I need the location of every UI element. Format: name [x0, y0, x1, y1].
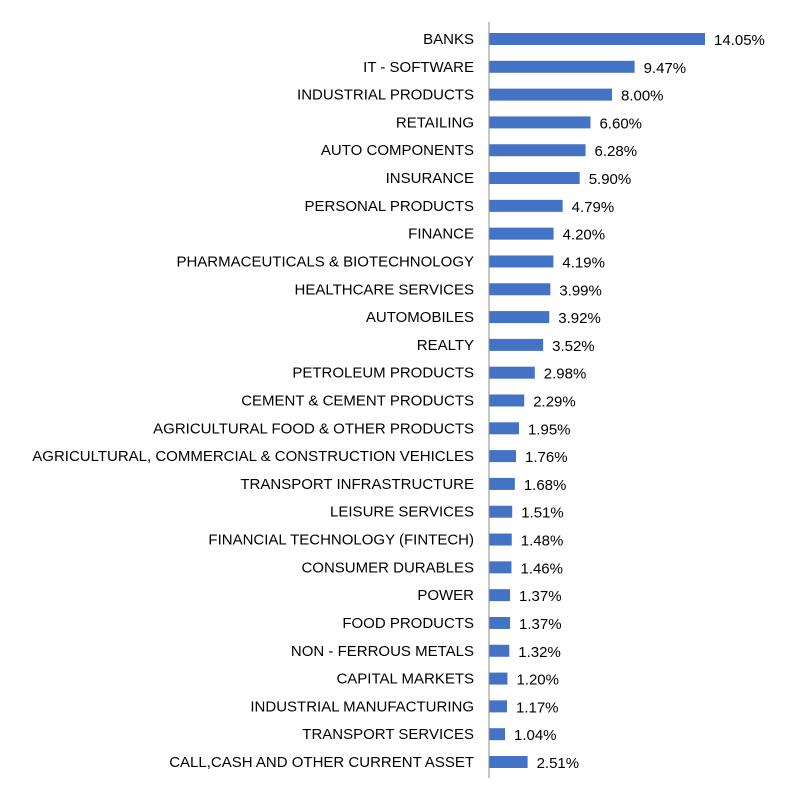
category-label: FOOD PRODUCTS	[342, 615, 474, 632]
value-label: 6.28%	[595, 143, 638, 160]
bar	[489, 394, 525, 407]
bar	[489, 33, 705, 45]
category-label: BANKS	[423, 31, 474, 48]
category-label: PETROLEUM PRODUCTS	[292, 365, 474, 382]
bar	[489, 477, 515, 490]
value-label: 3.99%	[559, 282, 602, 299]
bar	[489, 255, 554, 268]
value-label: 9.47%	[644, 60, 687, 77]
value-label: 1.20%	[516, 672, 559, 689]
value-labels-layer: 14.05% 9.47% 8.00% 6.60% 6.28% 5.90% 4.79% 4.20…	[514, 32, 765, 772]
category-label: POWER	[417, 587, 474, 604]
bar	[489, 589, 511, 602]
category-label: INDUSTRIAL PRODUCTS	[297, 87, 474, 104]
value-label: 1.17%	[516, 699, 559, 716]
bar	[489, 700, 507, 713]
category-label: CALL,CASH AND OTHER CURRENT ASSET	[169, 754, 474, 771]
category-label: AGRICULTURAL FOOD & OTHER PRODUCTS	[153, 420, 474, 437]
category-label: RETAILING	[396, 114, 474, 131]
category-label: TRANSPORT SERVICES	[302, 726, 474, 743]
bar	[489, 199, 563, 212]
bar	[489, 60, 635, 73]
value-label: 1.51%	[521, 505, 564, 522]
value-label: 2.98%	[544, 366, 587, 383]
bar	[489, 366, 535, 379]
value-label: 8.00%	[621, 88, 664, 105]
bar	[489, 283, 551, 296]
value-label: 1.04%	[514, 727, 557, 744]
value-label: 6.60%	[599, 115, 642, 132]
category-label: NON - FERROUS METALS	[291, 643, 474, 660]
value-label: 1.37%	[519, 616, 562, 633]
value-label: 1.48%	[521, 533, 564, 550]
category-label: PERSONAL PRODUCTS	[305, 198, 474, 215]
bar	[489, 338, 544, 351]
category-label: REALTY	[417, 337, 474, 354]
bar	[489, 116, 591, 129]
bar	[489, 561, 512, 574]
bar	[489, 88, 612, 101]
category-label: CONSUMER DURABLES	[301, 559, 474, 576]
category-label: IT - SOFTWARE	[363, 59, 474, 76]
value-label: 1.95%	[528, 421, 571, 438]
bar	[489, 422, 519, 435]
bar	[489, 311, 550, 324]
bar	[489, 450, 517, 463]
category-label: INDUSTRIAL MANUFACTURING	[250, 698, 474, 715]
category-label: INSURANCE	[386, 170, 474, 187]
bar	[489, 172, 580, 185]
value-label: 2.51%	[537, 755, 580, 772]
value-label: 5.90%	[589, 171, 632, 188]
category-label: HEALTHCARE SERVICES	[295, 281, 475, 298]
value-label: 2.29%	[533, 394, 576, 411]
category-label: TRANSPORT INFRASTRUCTURE	[240, 476, 474, 493]
category-label: FINANCIAL TECHNOLOGY (FINTECH)	[208, 532, 474, 549]
category-label: AUTO COMPONENTS	[321, 142, 474, 159]
value-label: 4.79%	[572, 199, 615, 216]
value-label: 1.32%	[518, 644, 561, 661]
category-label: AUTOMOBILES	[366, 309, 474, 326]
bars-layer	[489, 33, 705, 768]
bar	[489, 505, 513, 518]
value-label: 14.05%	[714, 32, 765, 49]
category-label: AGRICULTURAL, COMMERCIAL & CONSTRUCTION …	[32, 448, 474, 465]
bar	[489, 227, 554, 240]
value-label: 3.92%	[558, 310, 601, 327]
category-labels-layer: BANKS IT - SOFTWARE INDUSTRIAL PRODUCTS RET…	[32, 31, 474, 771]
category-label: PHARMACEUTICALS & BIOTECHNOLOGY	[176, 253, 474, 270]
category-label: CAPITAL MARKETS	[336, 671, 474, 688]
bar	[489, 644, 510, 657]
value-label: 4.20%	[563, 227, 606, 244]
bar	[489, 756, 528, 768]
bar	[489, 533, 512, 546]
value-label: 1.37%	[519, 588, 562, 605]
value-label: 1.46%	[520, 560, 563, 577]
bar	[489, 728, 505, 741]
category-label: LEISURE SERVICES	[330, 504, 474, 521]
value-label: 1.68%	[524, 477, 567, 494]
value-label: 3.52%	[552, 338, 595, 355]
category-label: CEMENT & CEMENT PRODUCTS	[241, 393, 474, 410]
bar	[489, 616, 511, 629]
category-label: FINANCE	[408, 226, 474, 243]
value-label: 1.76%	[525, 449, 568, 466]
value-label: 4.19%	[562, 254, 605, 271]
bar	[489, 144, 586, 157]
bar	[489, 672, 508, 685]
